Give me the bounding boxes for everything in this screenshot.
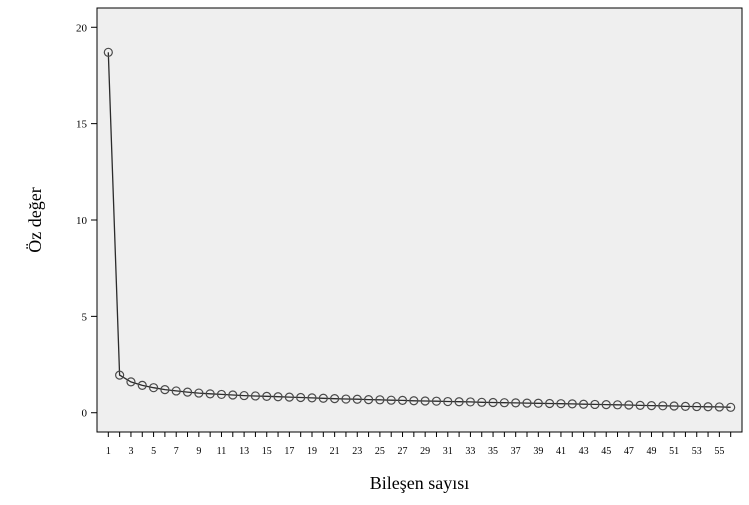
plot-area	[96, 7, 743, 433]
data-point	[556, 399, 566, 409]
data-point	[680, 401, 691, 411]
x-tick-label: 13	[239, 446, 249, 457]
series-line	[107, 52, 731, 408]
y-axis: 0 5 10 15 20	[76, 22, 97, 420]
data-point	[703, 402, 713, 412]
data-point	[545, 398, 555, 409]
data-point	[454, 397, 464, 407]
data-point	[205, 389, 215, 399]
data-point	[137, 380, 147, 390]
data-point	[420, 396, 430, 406]
data-point	[296, 392, 306, 403]
data-point	[182, 387, 193, 397]
data-point	[363, 395, 374, 405]
x-tick-label: 31	[443, 446, 453, 457]
data-point	[624, 400, 634, 410]
data-point	[284, 392, 294, 402]
data-point	[646, 400, 657, 411]
x-tick-label: 53	[692, 446, 702, 457]
y-tick-label: 20	[76, 22, 88, 34]
x-tick-label: 39	[533, 446, 543, 457]
x-tick-label: 17	[284, 446, 294, 457]
y-tick-label: 5	[82, 311, 88, 323]
data-point	[216, 389, 227, 400]
x-tick-label: 49	[646, 446, 656, 457]
data-point	[511, 398, 521, 408]
data-point	[148, 383, 159, 393]
data-point	[669, 401, 679, 411]
data-point	[635, 400, 645, 411]
x-tick-label: 27	[398, 446, 408, 457]
x-tick-label: 9	[196, 446, 201, 457]
x-tick-label: 35	[488, 446, 498, 457]
x-tick-label: 15	[262, 446, 272, 457]
x-tick-label: 23	[352, 446, 362, 457]
data-point	[714, 402, 724, 412]
x-tick-label: 29	[420, 446, 430, 457]
x-tick-label: 41	[556, 446, 566, 457]
y-axis-title: Öz değer	[25, 187, 45, 252]
x-axis-title: Bileşen sayısı	[370, 473, 470, 493]
data-point	[692, 401, 702, 412]
y-tick-label: 10	[76, 215, 88, 227]
x-tick-label: 25	[375, 446, 385, 457]
data-point	[194, 388, 204, 398]
x-tick-label: 1	[106, 446, 111, 457]
x-tick-label: 5	[151, 446, 156, 457]
data-point	[488, 397, 498, 408]
data-point	[658, 401, 668, 411]
series-layer	[103, 47, 736, 412]
data-point	[126, 377, 136, 387]
x-tick-label: 43	[579, 446, 589, 457]
data-point	[228, 390, 238, 400]
data-point	[465, 397, 476, 407]
data-point	[590, 399, 600, 410]
data-point	[499, 398, 509, 408]
x-tick-label: 11	[217, 446, 227, 457]
data-point	[431, 396, 442, 406]
x-tick-label: 55	[714, 446, 724, 457]
data-point	[601, 400, 611, 410]
data-point	[239, 390, 249, 401]
data-point	[522, 398, 532, 408]
x-tick-label: 33	[465, 446, 475, 457]
x-tick-label: 3	[128, 446, 133, 457]
x-tick-label: 19	[307, 446, 317, 457]
x-tick-label: 45	[601, 446, 611, 457]
data-point	[386, 395, 396, 405]
data-point	[443, 396, 453, 407]
data-point	[726, 402, 736, 412]
data-point	[578, 399, 589, 409]
data-point	[307, 393, 317, 403]
data-point	[567, 399, 577, 409]
data-point	[330, 394, 340, 404]
x-tick-label: 7	[174, 446, 179, 457]
x-axis: 1 3 5 7 9 11 13 15 17 19 21 23 25 27 29 31 33 35 37 39 41 43 4…	[106, 432, 732, 457]
data-point	[612, 400, 623, 410]
data-point	[397, 395, 408, 405]
data-point	[477, 397, 487, 407]
data-point	[262, 391, 272, 401]
data-point	[273, 392, 283, 402]
data-point	[103, 47, 113, 57]
x-tick-label: 21	[330, 446, 340, 457]
data-point	[171, 386, 181, 396]
data-point	[341, 394, 351, 404]
data-point	[115, 370, 125, 380]
x-tick-label: 51	[669, 446, 679, 457]
x-tick-label: 47	[624, 446, 634, 457]
data-point	[409, 396, 419, 406]
y-tick-label: 0	[82, 408, 88, 420]
data-point	[352, 394, 362, 404]
data-point	[250, 391, 261, 401]
data-point	[160, 385, 170, 395]
data-point	[318, 393, 328, 403]
data-point	[375, 395, 385, 405]
x-tick-label: 37	[511, 446, 521, 457]
data-point	[533, 398, 543, 408]
y-tick-label: 15	[76, 119, 88, 131]
